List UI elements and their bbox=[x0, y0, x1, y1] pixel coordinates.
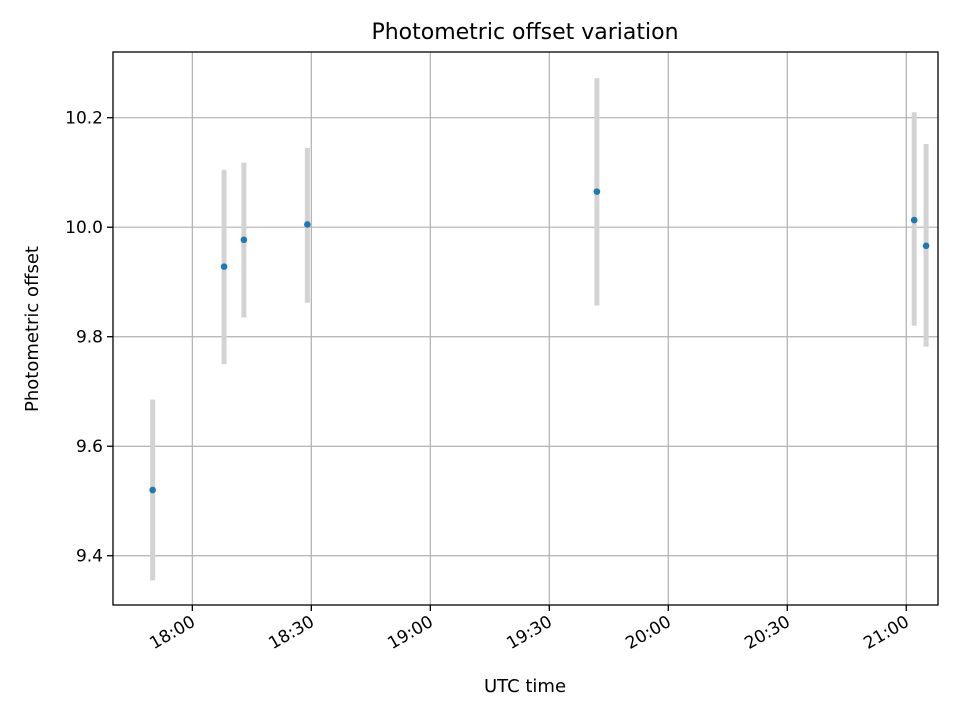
y-tick-label: 9.4 bbox=[76, 547, 103, 567]
error-bars bbox=[150, 78, 929, 581]
data-point bbox=[304, 221, 311, 228]
y-axis-label: Photometric offset bbox=[22, 246, 43, 412]
y-tick-label: 10.2 bbox=[65, 109, 103, 129]
data-point bbox=[593, 188, 601, 195]
data-point bbox=[220, 263, 228, 270]
x-tick-label: 18:00 bbox=[146, 612, 198, 654]
chart-title: Photometric offset variation bbox=[371, 20, 678, 45]
x-tick-label: 18:30 bbox=[265, 612, 317, 654]
x-tick-label: 19:00 bbox=[384, 612, 436, 654]
x-tick-label: 21:00 bbox=[860, 612, 912, 654]
x-tick-label: 20:30 bbox=[741, 612, 793, 654]
data-point bbox=[910, 216, 918, 224]
y-tick-label: 10.0 bbox=[65, 218, 103, 238]
x-tick-label: 19:30 bbox=[503, 612, 555, 654]
x-tick-label: 20:00 bbox=[622, 612, 674, 654]
y-tick-label: 9.6 bbox=[76, 437, 103, 457]
data-point bbox=[240, 236, 248, 244]
plot-frame bbox=[112, 51, 939, 606]
data-point bbox=[922, 242, 930, 250]
x-axis-label: UTC time bbox=[484, 676, 566, 697]
grid-lines bbox=[113, 52, 938, 605]
y-tick-label: 9.8 bbox=[76, 328, 103, 348]
data-point bbox=[149, 486, 156, 494]
data-points bbox=[149, 188, 930, 494]
